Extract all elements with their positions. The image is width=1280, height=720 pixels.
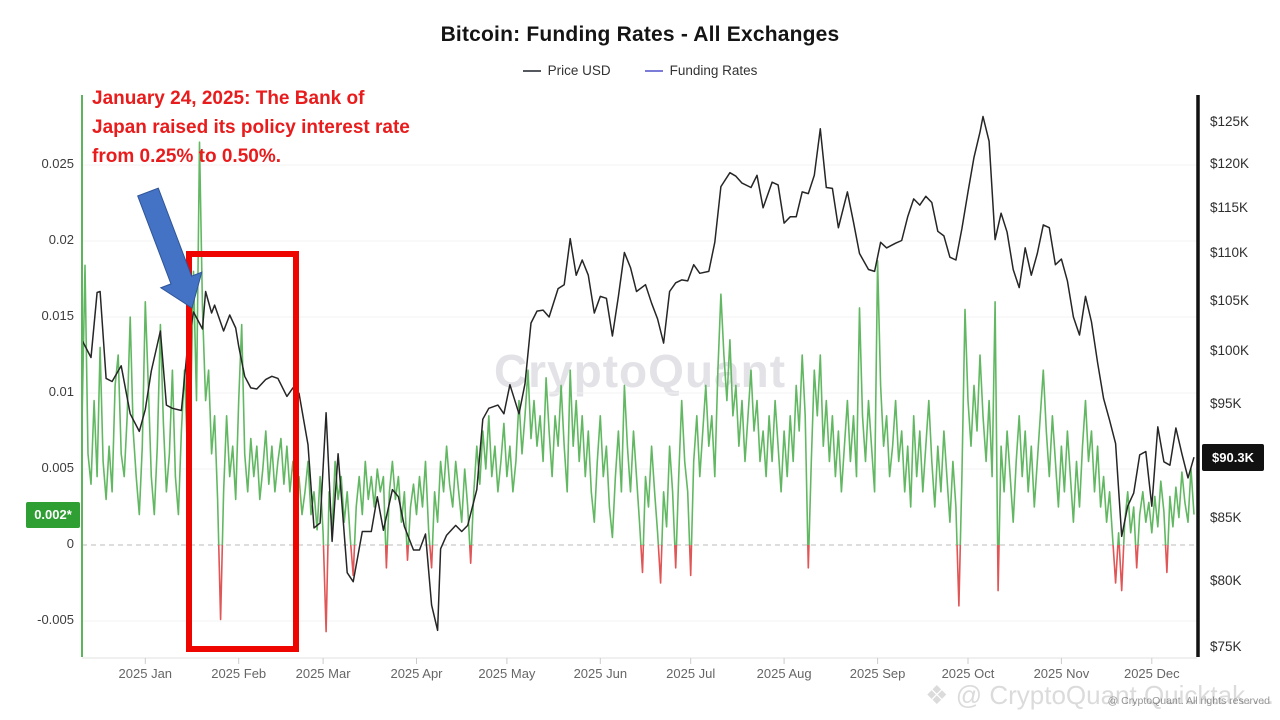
left-axis-tick-label: -0.005 (37, 612, 74, 627)
annotation-line-1: January 24, 2025: The Bank of (92, 88, 365, 109)
left-axis-tick-label: 0 (66, 536, 74, 551)
x-axis-month-label: 2025 Oct (941, 666, 995, 681)
right-axis-tick-label: $100K (1210, 343, 1250, 359)
funding-rates-swatch-icon (644, 69, 663, 72)
legend-item-price-usd[interactable]: Price USD (522, 63, 611, 78)
left-axis-tick-label: 0.025 (41, 156, 74, 171)
price-usd-line (81, 115, 1195, 632)
x-axis-month-label: 2025 Jul (666, 666, 716, 681)
right-axis-tick-label: $80K (1210, 572, 1242, 588)
red-highlight-rect (186, 251, 299, 652)
chart-title: Bitcoin: Funding Rates - All Exchanges (440, 23, 840, 46)
x-axis-month-label: 2025 Jun (573, 666, 628, 681)
right-axis-tick-label: $85K (1210, 510, 1242, 526)
boj-annotation-text: January 24, 2025: The Bank of Japan rais… (92, 84, 532, 171)
left-axis-tick-label: 0.005 (41, 460, 74, 475)
right-axis-tick-label: $105K (1210, 293, 1250, 309)
cryptoquant-diamond-logo-icon: ❖ (925, 680, 949, 710)
x-axis-month-label: 2025 Jan (118, 666, 173, 681)
x-axis-month-label: 2025 Sep (849, 666, 906, 681)
x-axis-month-label: 2025 Dec (1123, 666, 1180, 681)
right-axis-tick-label: $115K (1210, 199, 1249, 215)
annotation-line-2: Japan raised its policy interest rate (92, 117, 410, 138)
funding-rates-line-positive (82, 141, 1195, 545)
left-axis-tick-label: 0.015 (41, 308, 74, 323)
blue-arrow-annotation (137, 187, 203, 309)
right-axis-tick-label: $125K (1210, 114, 1250, 130)
price-line-swatch-icon (522, 69, 541, 72)
x-axis-month-label: 2025 Feb (211, 666, 267, 681)
x-axis-month-label: 2025 Apr (390, 666, 443, 681)
x-axis-month-label: 2025 Mar (295, 666, 351, 681)
x-axis-month-label: 2025 May (478, 666, 536, 681)
legend-label-price-usd: Price USD (547, 63, 611, 78)
price-last-value-badge: $90.3K (1202, 444, 1264, 472)
funding-last-value-badge: 0.002* (26, 501, 80, 528)
right-axis-tick-label: $75K (1210, 639, 1242, 654)
right-axis-tick-label: $95K (1210, 396, 1242, 412)
right-axis-tick-label: $120K (1210, 155, 1250, 171)
left-axis-tick-label: 0.02 (48, 232, 74, 247)
annotation-line-3: from 0.25% to 0.50%. (92, 146, 282, 167)
cryptoquant-bottom-watermark: ❖ @ CryptoQuant Quicktak.... (925, 680, 1274, 711)
arrow-down-right-icon (137, 187, 203, 309)
legend-label-funding-rates: Funding Rates (669, 63, 758, 78)
x-axis-month-label: 2025 Aug (756, 666, 812, 681)
bottom-watermark-text: @ CryptoQuant Quicktak.... (955, 680, 1274, 710)
left-axis-tick-label: 0.01 (48, 384, 74, 399)
legend-item-funding-rates[interactable]: Funding Rates (644, 63, 758, 78)
right-axis-tick-label: $110K (1210, 245, 1249, 261)
chart-legend: Price USD Funding Rates (0, 63, 1280, 78)
x-axis-month-label: 2025 Nov (1033, 666, 1090, 681)
rights-reserved-watermark: @ CryptoQuant. All rights reserved (1107, 695, 1270, 707)
